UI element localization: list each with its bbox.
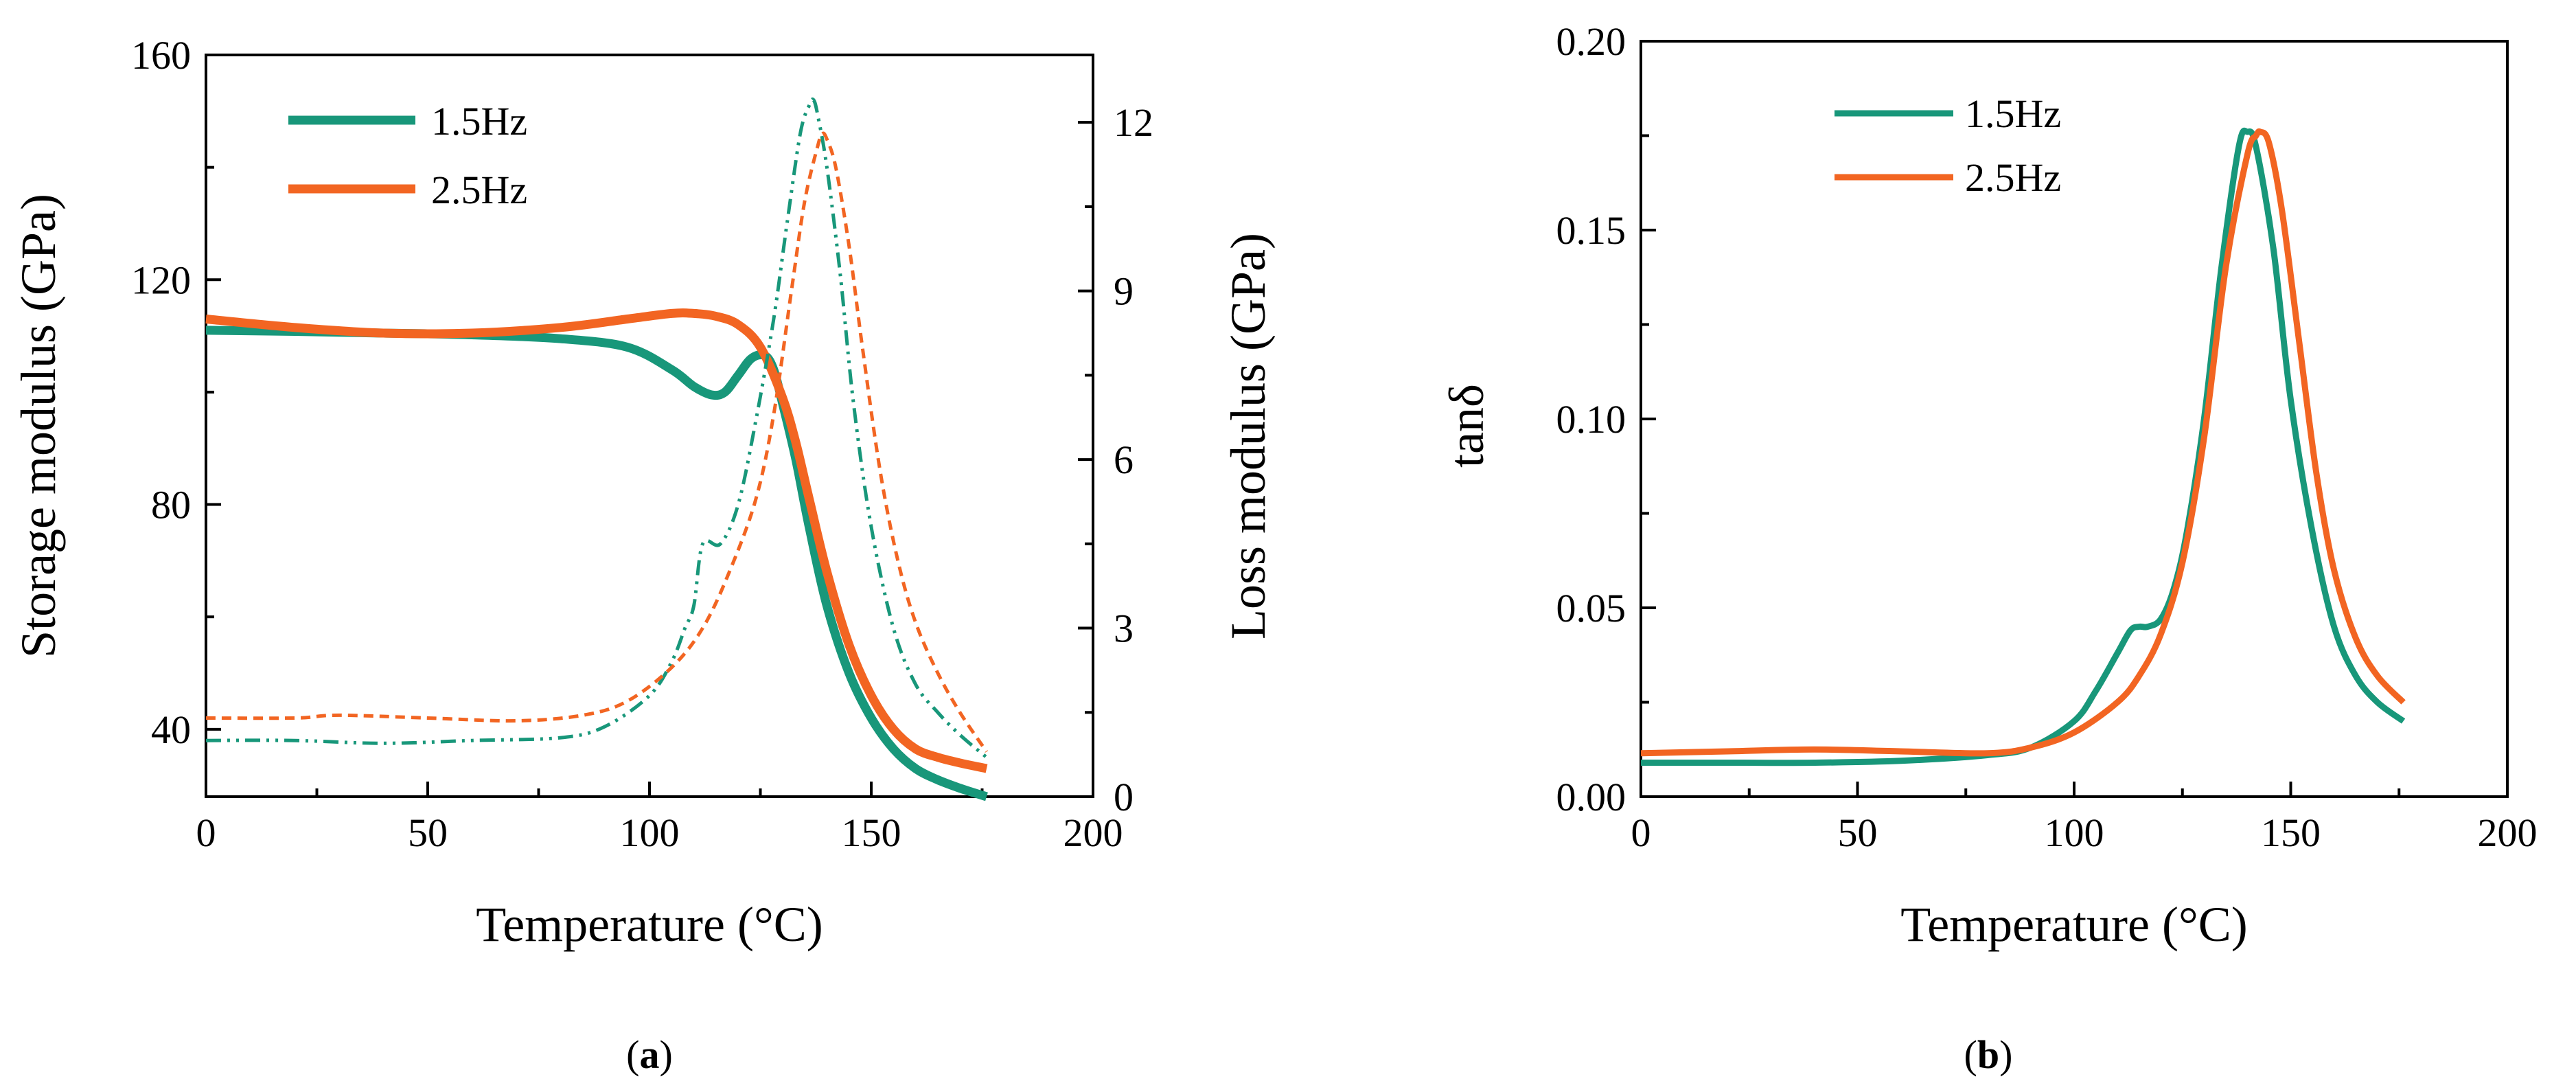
y-tick-label: 160 bbox=[131, 33, 191, 78]
panel-b-y-ticks: 0.00 0.05 0.10 0.15 0.20 bbox=[1556, 19, 1656, 819]
y-tick-label: 0.00 bbox=[1556, 775, 1626, 819]
legend-label-1.5hz: 1.5Hz bbox=[431, 99, 527, 144]
x-tick-label: 50 bbox=[1838, 810, 1878, 855]
panel-b-legend: 1.5Hz 2.5Hz bbox=[1835, 91, 2061, 200]
y-tick-label: 0.20 bbox=[1556, 19, 1626, 64]
panel-a-legend: 1.5Hz 2.5Hz bbox=[288, 99, 527, 212]
y-tick-label: 0.05 bbox=[1556, 586, 1626, 630]
panel-a-y-axis-title: Storage modulus (GPa) bbox=[11, 194, 66, 658]
y2-tick-label: 3 bbox=[1114, 606, 1134, 651]
panel-b-frame bbox=[1640, 40, 2509, 798]
legend-label-2.5hz: 2.5Hz bbox=[1965, 155, 2061, 200]
panel-a-y-ticks: 40 80 120 160 bbox=[131, 33, 221, 752]
panel-a-caption-close: ) bbox=[660, 1032, 673, 1077]
y-tick-label: 0.10 bbox=[1556, 397, 1626, 442]
series-line-2.5hz bbox=[1640, 128, 2406, 757]
x-tick-label: 0 bbox=[1631, 810, 1651, 855]
panel-b-x-axis-title: Temperature (°C) bbox=[1900, 897, 2248, 952]
y2-tick-label: 12 bbox=[1114, 100, 1153, 145]
series-line-1.5hz bbox=[1641, 127, 2406, 766]
y-tick-label: 40 bbox=[151, 707, 191, 752]
panel-a-series bbox=[205, 97, 989, 801]
panel-a-caption: (a) bbox=[626, 1032, 673, 1077]
panel-b-y-axis-title: tanδ bbox=[1439, 384, 1494, 468]
y-tick-label: 0.15 bbox=[1556, 208, 1626, 253]
x-tick-label: 200 bbox=[2478, 810, 2538, 855]
panel-b-caption: (b) bbox=[1964, 1032, 2013, 1077]
panel-b-x-ticks: 0 50 100 150 200 bbox=[1631, 782, 2538, 855]
y2-tick-label: 0 bbox=[1114, 775, 1134, 819]
y2-tick-label: 6 bbox=[1114, 437, 1134, 482]
series-line-2.5hz-storage bbox=[205, 308, 988, 773]
panel-a-caption-open: ( bbox=[626, 1032, 639, 1077]
panel-b-caption-open: ( bbox=[1964, 1032, 1977, 1077]
panel-b: 0 50 100 150 200 0.00 0.05 0.10 0.15 0.20 1.5Hz … bbox=[1439, 19, 2538, 1077]
y-tick-label: 120 bbox=[131, 258, 191, 302]
series-line-1.5hz-loss bbox=[205, 97, 988, 759]
y2-tick-label: 9 bbox=[1114, 269, 1134, 314]
panel-b-caption-close: ) bbox=[1999, 1032, 2012, 1077]
panel-b-series bbox=[1640, 127, 2406, 766]
panel-a-x-axis-title: Temperature (°C) bbox=[476, 897, 823, 952]
x-tick-label: 100 bbox=[620, 810, 680, 855]
panel-a-y2-axis-title: Loss modulus (GPa) bbox=[1221, 233, 1276, 639]
x-tick-label: 50 bbox=[408, 810, 448, 855]
x-tick-label: 0 bbox=[196, 810, 216, 855]
x-tick-label: 100 bbox=[2045, 810, 2104, 855]
x-tick-label: 200 bbox=[1063, 810, 1123, 855]
series-line-2.5hz-loss bbox=[205, 131, 989, 753]
legend-label-2.5hz: 2.5Hz bbox=[431, 168, 527, 212]
legend-label-1.5hz: 1.5Hz bbox=[1965, 91, 2061, 136]
y-tick-label: 80 bbox=[151, 483, 191, 527]
x-tick-label: 150 bbox=[842, 810, 901, 855]
x-tick-label: 150 bbox=[2261, 810, 2321, 855]
panel-a-y2-ticks: 0 3 6 9 12 bbox=[1078, 100, 1153, 819]
panel-a-caption-label: a bbox=[640, 1032, 660, 1077]
panel-a-x-ticks: 0 50 100 150 200 bbox=[196, 782, 1123, 855]
panel-b-caption-label: b bbox=[1977, 1032, 1999, 1077]
panel-a: 0 50 100 150 200 40 80 120 160 0 3 6 9 12 1.5Hz 2.5… bbox=[11, 33, 1276, 1077]
